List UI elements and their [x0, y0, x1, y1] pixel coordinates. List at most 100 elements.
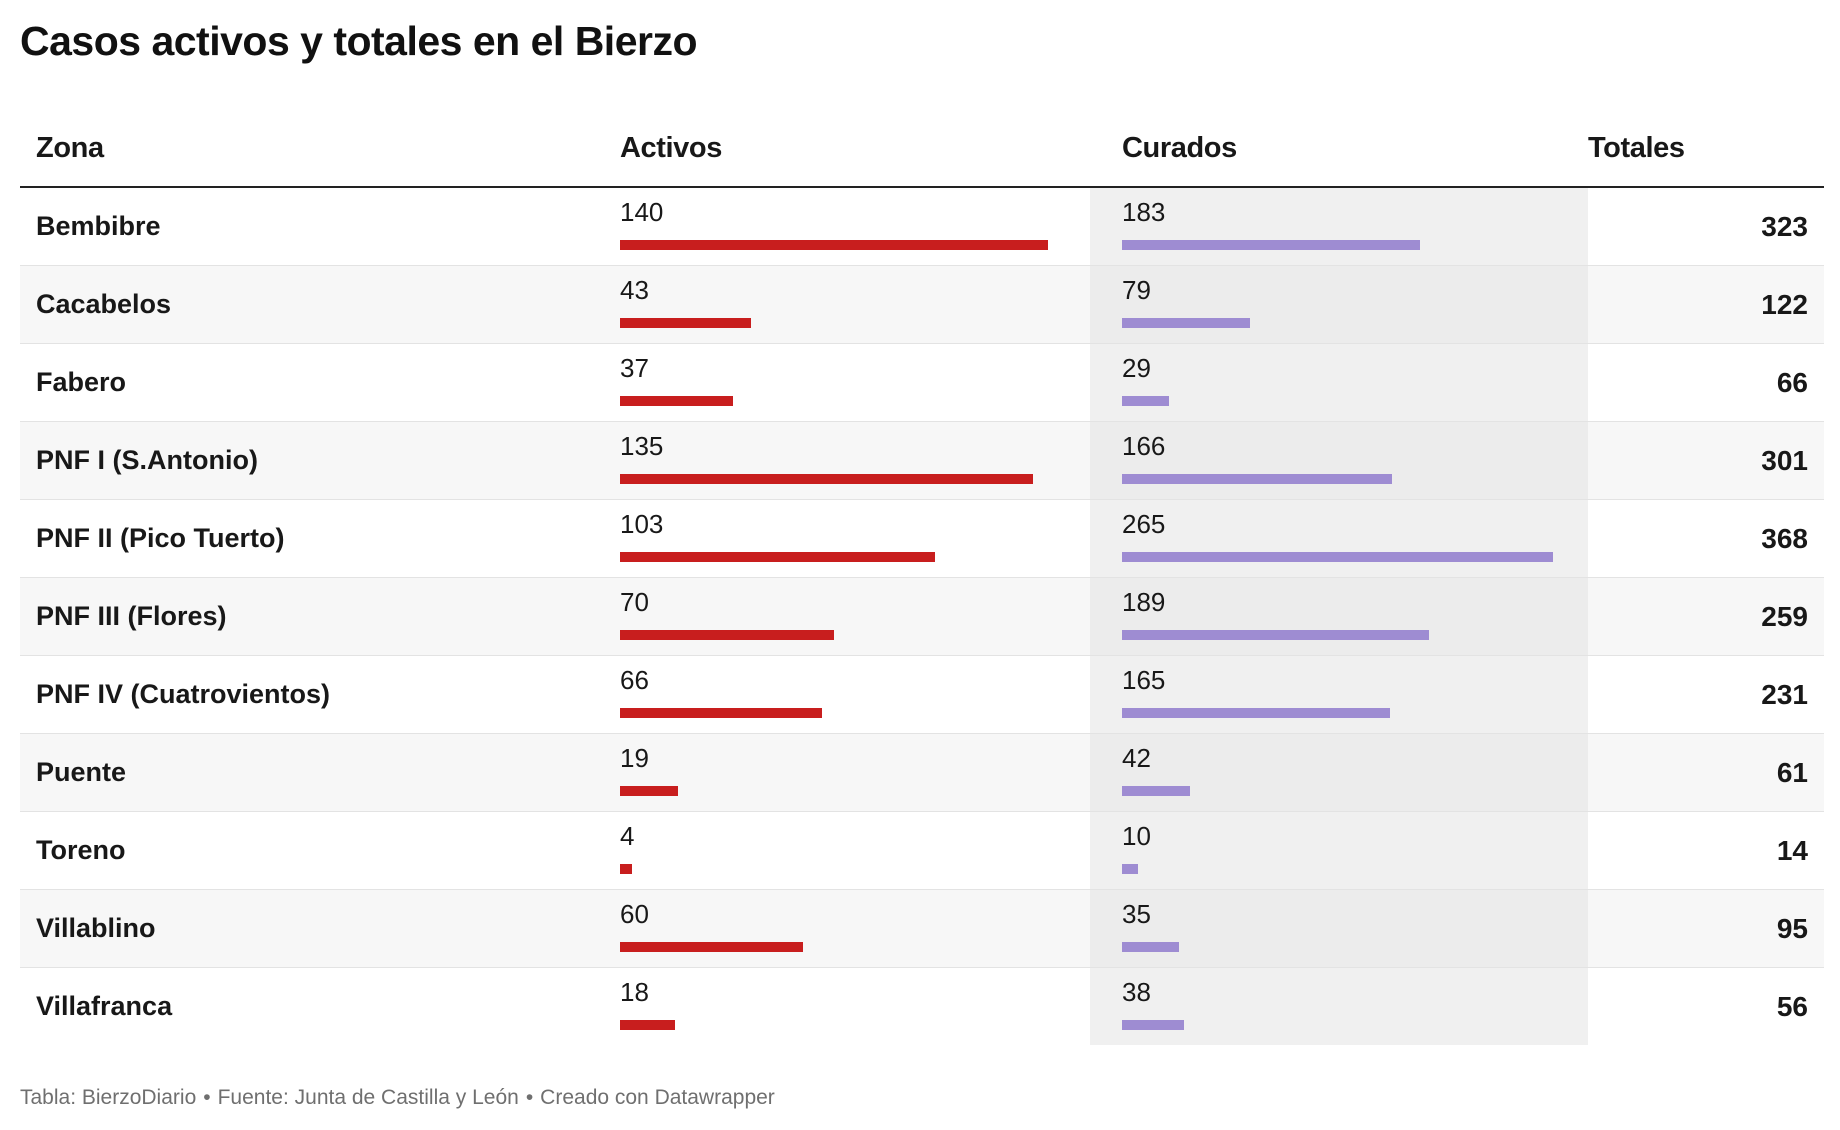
cell-zona: Puente	[20, 733, 620, 812]
cell-totales: 56	[1776, 990, 1808, 1022]
value-label-curados: 29	[1122, 353, 1151, 383]
bar-activos	[620, 396, 733, 406]
table-row: Toreno 4 10 14	[20, 811, 1824, 890]
value-label-activos: 103	[620, 509, 664, 539]
bar-curados	[1122, 630, 1429, 640]
cell-zona: Fabero	[20, 343, 620, 422]
cell-zona: Villablino	[20, 889, 620, 968]
bar-activos	[620, 864, 632, 874]
value-label-curados: 10	[1122, 821, 1151, 851]
footer-tabla: Tabla: BierzoDiario	[20, 1086, 197, 1109]
value-label-curados: 165	[1122, 665, 1166, 695]
cell-zona: Bembibre	[20, 187, 620, 266]
bar-activos	[620, 240, 1048, 250]
cell-activos: 43	[620, 265, 1090, 344]
cell-activos: 103	[620, 499, 1090, 578]
cell-zona: PNF III (Flores)	[20, 577, 620, 656]
column-header-totales[interactable]: Totales	[1588, 110, 1824, 188]
bar-activos	[620, 708, 822, 718]
value-label-activos: 66	[620, 665, 649, 695]
cell-activos: 18	[620, 968, 1090, 1046]
value-label-activos: 18	[620, 977, 649, 1007]
bar-activos	[620, 552, 935, 562]
table-body: Bembibre 140 183 323 Cacabelos 43 79 122 Fabero 3…	[20, 187, 1824, 1045]
cell-totales: 61	[1588, 733, 1824, 812]
table-row: Villablino 60 35 95	[20, 889, 1824, 968]
value-label-curados: 166	[1122, 431, 1166, 461]
value-label-curados: 38	[1122, 977, 1151, 1007]
cell-curados: 42	[1090, 733, 1588, 812]
cell-totales: 301	[1588, 421, 1824, 500]
table-row: PNF II (Pico Tuerto) 103 265 368	[20, 499, 1824, 578]
cell-curados: 165	[1090, 655, 1588, 734]
cell-totales: 231	[1588, 655, 1824, 734]
footer-fuente: Fuente: Junta de Castilla y León	[217, 1086, 519, 1109]
cell-curados: 29	[1090, 343, 1588, 422]
footer-creado: Creado con Datawrapper	[540, 1086, 775, 1109]
value-label-activos: 70	[620, 587, 649, 617]
cell-totales: 323	[1588, 187, 1824, 266]
chart-title: Casos activos y totales en el Bierzo	[20, 18, 698, 64]
bar-curados	[1122, 1020, 1184, 1030]
cell-activos: 37	[620, 343, 1090, 422]
column-header-zona[interactable]: Zona	[20, 110, 620, 188]
cell-curados: 35	[1090, 889, 1588, 968]
bar-curados	[1122, 786, 1190, 796]
value-label-curados: 265	[1122, 509, 1166, 539]
cell-curados: 38	[1090, 967, 1588, 1045]
bar-curados	[1122, 396, 1169, 406]
value-label-curados: 42	[1122, 743, 1151, 773]
cell-totales: 259	[1588, 577, 1824, 656]
cell-curados: 183	[1090, 187, 1588, 266]
table-row: Cacabelos 43 79 122	[20, 265, 1824, 344]
table-row: Bembibre 140 183 323	[20, 187, 1824, 266]
column-header-curados[interactable]: Curados	[1090, 110, 1588, 188]
cell-activos: 70	[620, 577, 1090, 656]
value-label-curados: 79	[1122, 275, 1151, 305]
cell-totales: 14	[1588, 811, 1824, 890]
value-label-activos: 43	[620, 275, 649, 305]
cell-curados: 166	[1090, 421, 1588, 500]
bar-curados	[1122, 708, 1390, 718]
footer-separator: •	[525, 1086, 534, 1109]
table-row: Puente 19 42 61	[20, 733, 1824, 812]
cell-activos: 140	[620, 187, 1090, 266]
bar-activos	[620, 630, 834, 640]
footer-separator: •	[203, 1086, 211, 1109]
cell-activos: 135	[620, 421, 1090, 500]
value-label-curados: 35	[1122, 899, 1151, 929]
value-label-activos: 37	[620, 353, 649, 383]
bar-activos	[620, 474, 1033, 484]
bar-activos	[620, 1020, 675, 1030]
bar-activos	[620, 786, 678, 796]
value-label-curados: 183	[1122, 197, 1166, 227]
header-row: Zona Activos Curados Totales	[20, 110, 1824, 188]
cell-zona: Toreno	[20, 811, 620, 890]
column-header-activos[interactable]: Activos	[620, 110, 1090, 188]
bar-activos	[620, 942, 803, 952]
data-table: Zona Activos Curados Totales Bembibre 140…	[20, 110, 1824, 1045]
table-row: PNF IV (Cuatrovientos) 66 165 231	[20, 655, 1824, 734]
cell-totales: 66	[1588, 343, 1824, 422]
value-label-curados: 189	[1122, 587, 1166, 617]
value-label-activos: 140	[620, 197, 664, 227]
table-row: PNF III (Flores) 70 189 259	[20, 577, 1824, 656]
cell-activos: 66	[620, 655, 1090, 734]
value-label-activos: 4	[620, 821, 635, 851]
cell-zona: Villafranca	[36, 991, 173, 1021]
bar-curados	[1122, 474, 1392, 484]
cell-zona: PNF II (Pico Tuerto)	[20, 499, 620, 578]
cell-curados: 79	[1090, 265, 1588, 344]
cell-curados: 10	[1090, 811, 1588, 890]
table-row: PNF I (S.Antonio) 135 166 301	[20, 421, 1824, 500]
footer: Tabla: BierzoDiario • Fuente: Junta de Cas…	[20, 1086, 775, 1110]
bar-activos	[620, 318, 751, 328]
bar-curados	[1122, 942, 1179, 952]
bar-curados	[1122, 318, 1250, 328]
table-row: Fabero 37 29 66	[20, 343, 1824, 422]
cell-totales: 122	[1588, 265, 1824, 344]
cell-totales: 368	[1588, 499, 1824, 578]
value-label-activos: 135	[620, 431, 664, 461]
cell-activos: 60	[620, 889, 1090, 968]
cell-zona: PNF I (S.Antonio)	[20, 421, 620, 500]
